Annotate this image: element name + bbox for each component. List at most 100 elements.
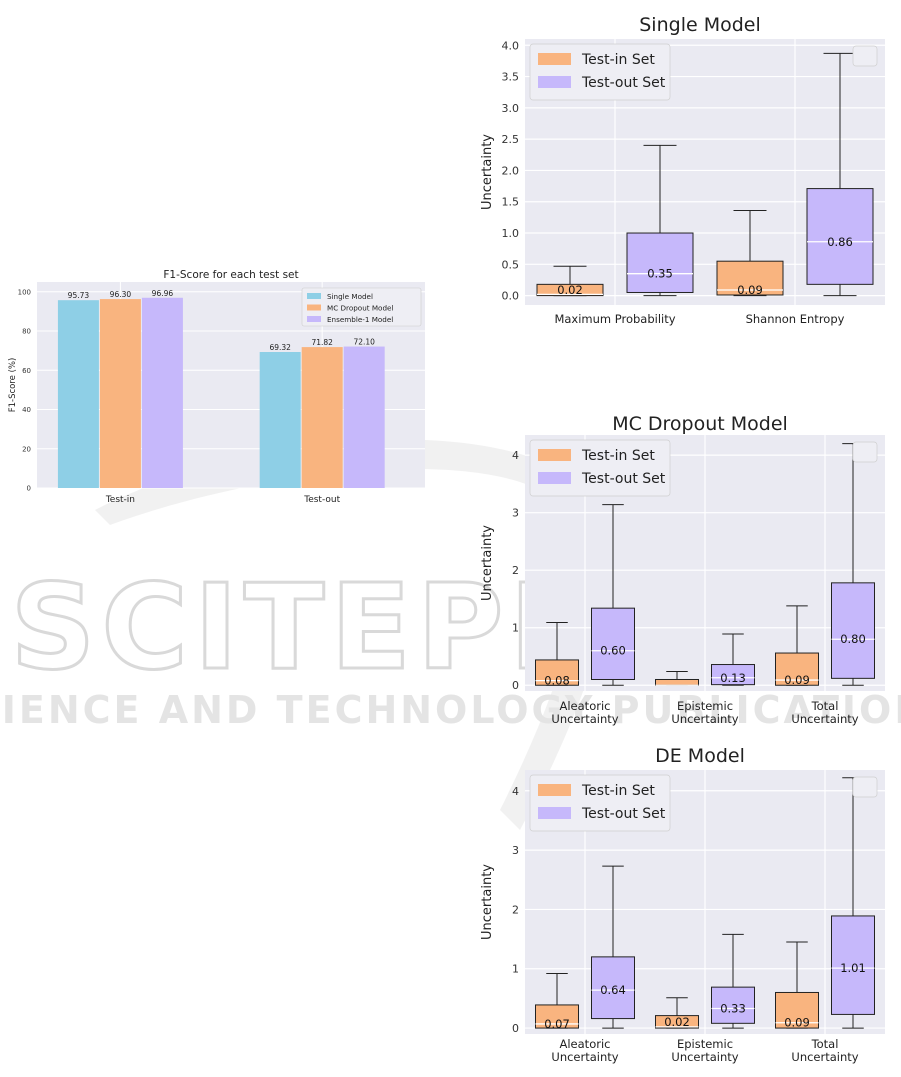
de-model-box-chart: 01234AleatoricUncertainty0.070.64Epistem…	[480, 745, 885, 1064]
bar-data-label: 71.82	[311, 338, 333, 347]
bar-legend-label-ensemble-1-model: Ensemble-1 Model	[327, 315, 393, 324]
de-model-median-label: 0.64	[600, 983, 626, 997]
bar-single-model-test-in	[57, 300, 99, 488]
de-model-box-test-out-set	[831, 915, 875, 1015]
single-model-box-chart: 0.0 0.5 1.0 1.5 2.0 2.5 3.0 3.5 4.0 Maximum Proba…	[480, 14, 885, 326]
bar-legend-label-mc-dropout-model: MC Dropout Model	[327, 304, 393, 313]
mc-dropout-model-median-label: 0.08	[544, 674, 570, 688]
mc-dropout-model-y-tick-label: 4	[512, 449, 519, 462]
single-model-y-tick-label: 4.0	[502, 39, 520, 52]
single-model-box-test-in-set	[536, 283, 604, 297]
de-model-y-axis-label: Uncertainty	[480, 864, 495, 940]
de-model-median-label: 1.01	[840, 961, 866, 975]
mc-dropout-model-x-tick-label: Total	[811, 699, 839, 713]
de-model-legend-label-test-out-set: Test-out Set	[581, 806, 666, 822]
bar-y-tick-label: 40	[22, 406, 31, 414]
de-model-y-tick-label: 3	[512, 844, 519, 857]
bar-data-label: 96.96	[152, 289, 174, 298]
bar-chart-title: F1-Score for each test set	[163, 269, 298, 281]
de-model-median-label: 0.33	[720, 1001, 746, 1015]
de-model-y-tick-label: 0	[512, 1022, 519, 1035]
mc-dropout-model-x-tick-label: Aleatoric	[560, 699, 611, 713]
mc-dropout-model-title: MC Dropout Model	[612, 413, 788, 435]
de-model-median-label: 0.02	[664, 1015, 690, 1029]
de-model-y-tick-label: 2	[512, 903, 519, 916]
bar-ensemble-1-model-test-in	[141, 297, 183, 488]
mc-dropout-model-box-test-out-set	[831, 582, 875, 679]
mc-dropout-model-y-axis-label: Uncertainty	[480, 525, 495, 601]
single-model-box-test-out-set	[626, 232, 694, 293]
bar-y-tick-label: 60	[22, 367, 31, 375]
single-model-empty-legend-box	[852, 45, 878, 67]
single-model-legend-label-test-in-set: Test-in Set	[581, 52, 655, 68]
single-model-median-label: 0.86	[827, 235, 853, 249]
de-model-legend-label-test-in-set: Test-in Set	[581, 783, 655, 799]
single-model-legend-label-test-out-set: Test-out Set	[581, 75, 666, 91]
de-model-box-test-in-set	[535, 1004, 579, 1029]
single-model-y-tick-label: 2.5	[502, 133, 520, 146]
single-model-x-tick-label: Maximum Probability	[554, 312, 675, 326]
mc-dropout-model-legend-swatch-test-out-set	[538, 472, 571, 484]
mc-dropout-box-chart: 01234AleatoricUncertainty0.080.60Epistem…	[480, 413, 885, 726]
single-model-title: Single Model	[639, 14, 761, 36]
mc-dropout-model-x-tick-label: Uncertainty	[671, 712, 738, 726]
bar-legend-swatch-single-model	[307, 293, 321, 299]
mc-dropout-model-legend-swatch-test-in-set	[538, 449, 571, 461]
bar-data-label: 69.32	[269, 343, 291, 352]
bar-y-axis-label: F1-Score (%)	[8, 358, 18, 413]
single-model-median-label: 0.02	[557, 283, 583, 297]
de-model-x-tick-label: Aleatoric	[560, 1037, 611, 1051]
de-model-y-tick-label: 4	[512, 785, 519, 798]
de-model-box-test-out-set	[591, 956, 635, 1020]
bar-x-tick-label: Test-out	[303, 495, 340, 505]
de-model-x-tick-label: Uncertainty	[671, 1050, 738, 1064]
de-model-median-label: 0.07	[544, 1017, 570, 1031]
de-model-legend-swatch-test-out-set	[538, 807, 571, 819]
mc-dropout-model-x-tick-label: Uncertainty	[791, 712, 858, 726]
bar-y-tick-label: 80	[22, 328, 31, 336]
mc-dropout-model-x-tick-label: Epistemic	[677, 699, 733, 713]
single-model-y-tick-label: 3.0	[502, 102, 520, 115]
bar-legend-swatch-ensemble-1-model	[307, 316, 321, 322]
de-model-x-tick-label: Epistemic	[677, 1037, 733, 1051]
mc-dropout-model-y-tick-label: 2	[512, 564, 519, 577]
bar-y-tick-label: 0	[27, 485, 31, 493]
mc-dropout-model-y-tick-label: 0	[512, 679, 519, 692]
mc-dropout-model-x-tick-label: Uncertainty	[551, 712, 618, 726]
f1-score-bar-chart: 0 20 40 60 80 100 95.73 96.30 96.96 Test-in 69.32 7…	[8, 269, 425, 505]
bar-y-tick-label: 100	[18, 288, 31, 296]
bar-x-tick-label: Test-in	[105, 495, 135, 505]
single-model-y-axis-label: Uncertainty	[480, 134, 495, 210]
mc-dropout-model-legend-label-test-out-set: Test-out Set	[581, 471, 666, 487]
single-model-y-tick-label: 1.0	[502, 227, 520, 240]
bar-legend-label-single-model: Single Model	[327, 292, 373, 301]
de-model-x-tick-label: Uncertainty	[791, 1050, 858, 1064]
bar-data-label: 72.10	[353, 338, 375, 347]
bar-legend-box	[301, 287, 422, 327]
de-model-x-tick-label: Uncertainty	[551, 1050, 618, 1064]
bar-mc-dropout-model-test-in	[99, 299, 141, 488]
mc-dropout-model-legend-label-test-in-set: Test-in Set	[581, 448, 655, 464]
bar-y-tick-label: 20	[22, 445, 31, 453]
bar-mc-dropout-model-test-out	[301, 347, 343, 488]
single-model-y-tick-label: 3.5	[502, 71, 520, 84]
de-model-box-test-in-set	[655, 1015, 699, 1029]
de-model-box-test-out-set	[711, 986, 755, 1024]
bar-data-label: 95.73	[68, 291, 90, 300]
mc-dropout-model-y-tick-label: 3	[512, 507, 519, 520]
single-model-y-tick-label: 1.5	[502, 196, 520, 209]
mc-dropout-model-box-test-out-set	[711, 664, 755, 686]
mc-dropout-model-median-label: 0.80	[840, 632, 866, 646]
single-model-median-label: 0.09	[737, 283, 763, 297]
mc-dropout-model-median-label: 0.09	[784, 673, 810, 687]
mc-dropout-model-median-label: 0.60	[600, 644, 626, 658]
single-model-y-tick-label: 2.0	[502, 164, 520, 177]
single-model-legend-swatch-test-in-set	[538, 53, 571, 65]
bar-data-label: 96.30	[110, 290, 132, 299]
bar-legend-swatch-mc-dropout-model	[307, 304, 321, 311]
single-model-box-test-out-set	[806, 188, 874, 285]
de-model-y-tick-label: 1	[512, 963, 519, 976]
single-model-x-tick-label: Shannon Entropy	[746, 312, 845, 326]
mc-dropout-model-y-tick-label: 1	[512, 622, 519, 635]
